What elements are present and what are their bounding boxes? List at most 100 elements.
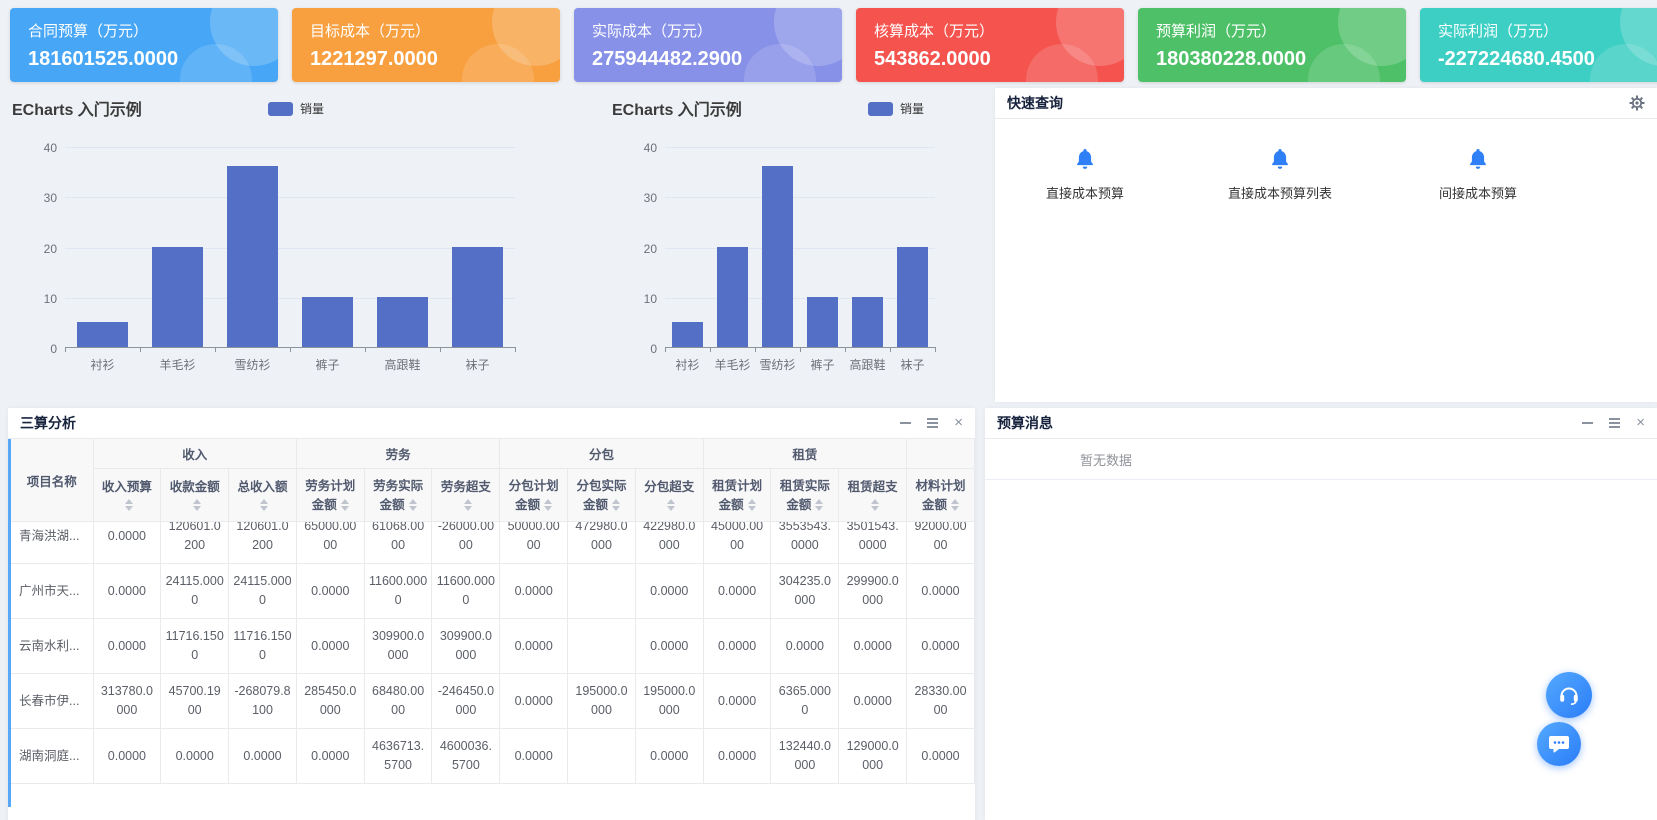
sort-icon[interactable] [747, 495, 756, 515]
table-row[interactable]: 云南水利... 0.0000 11716.1500 11716.1500 0.0000 3… [11, 618, 975, 674]
layout-menu-icon[interactable] [1609, 416, 1621, 430]
column-header[interactable]: 租赁超支 [838, 468, 908, 522]
panel-title: 三算分析 [20, 415, 76, 431]
table-row[interactable]: 广州市天... 0.0000 24115.0000 24115.0000 0.0000 1… [11, 563, 975, 619]
column-header[interactable]: 收款金额 [160, 468, 230, 522]
value-cell: 195000.0000 [635, 673, 704, 729]
column-header[interactable]: 劳务计划金额 [296, 468, 365, 522]
customer-service-fab[interactable] [1546, 672, 1592, 718]
quick-link-direct-cost-budget-list[interactable]: 直接成本预算列表 [1228, 147, 1332, 202]
bar-chart-1: ECharts 入门示例 销量 0 10 20 30 40 衬衫 羊毛衫 雪纺衫 裤子 高跟鞋 袜子 [0, 88, 560, 403]
value-cell: 0.0000 [499, 673, 569, 729]
axis-tick [890, 347, 891, 352]
kpi-title: 实际利润（万元） [1438, 23, 1559, 40]
column-header[interactable]: 租赁实际金额 [770, 468, 840, 522]
sort-icon[interactable] [815, 495, 824, 515]
bar-袜子[interactable] [452, 246, 503, 347]
table-row[interactable]: 青海洪湖... 0.0000 120601.0200 120601.0200 65000… [11, 522, 975, 564]
axis-tick [65, 347, 66, 352]
minimize-icon[interactable] [1582, 416, 1594, 430]
project-name-cell: 长春市伊... [11, 673, 94, 729]
sort-icon[interactable] [544, 495, 553, 515]
value-cell [567, 563, 636, 619]
project-name-cell: 广州市天... [11, 563, 94, 619]
sort-icon[interactable] [192, 495, 201, 515]
bar-衬衫[interactable] [672, 321, 703, 347]
sort-icon[interactable] [667, 495, 676, 515]
axis-tick [710, 347, 711, 352]
value-cell: 45000.0000 [703, 522, 772, 564]
value-cell: 285450.0000 [296, 673, 365, 729]
bar-裤子[interactable] [807, 296, 838, 347]
sort-icon[interactable] [408, 495, 417, 515]
close-icon[interactable]: × [1636, 414, 1645, 431]
chart-title: ECharts 入门示例 [12, 102, 142, 119]
value-cell: 24115.0000 [228, 563, 297, 619]
column-header[interactable]: 劳务超支 [431, 468, 501, 522]
table-row[interactable]: 长春市伊... 313780.0000 45700.1900 -268079.8100… [11, 673, 975, 729]
quick-link-indirect-cost-budget[interactable]: 间接成本预算 [1439, 147, 1517, 202]
column-header[interactable]: 总收入额 [228, 468, 297, 522]
value-cell: 422980.0000 [635, 522, 704, 564]
column-header[interactable]: 分包实际金额 [567, 468, 636, 522]
sort-icon[interactable] [260, 495, 269, 515]
y-axis-tick-label: 40 [643, 141, 657, 155]
bar-雪纺衫[interactable] [227, 166, 278, 347]
bar-雪纺衫[interactable] [762, 166, 793, 347]
minimize-icon[interactable] [900, 416, 912, 430]
bar-高跟鞋[interactable] [377, 296, 428, 347]
value-cell: 61068.0000 [364, 522, 433, 564]
sort-icon[interactable] [951, 495, 960, 515]
chat-fab[interactable] [1537, 722, 1581, 766]
bar-袜子[interactable] [897, 246, 928, 347]
analysis-panel: 三算分析 × 项目名称 收入 劳务 分包 租赁 收入预算 收款金额 总收入额 劳务计划金额 劳务实… [8, 408, 975, 820]
table-body-viewport[interactable]: 青海洪湖... 0.0000 120601.0200 120601.0200 65000… [11, 522, 975, 807]
kpi-card-actual-cost: 实际成本（万元） 275944482.2900 [574, 8, 842, 82]
gridline [665, 197, 935, 199]
column-header[interactable]: 材料计划金额 [906, 468, 975, 522]
headset-icon [1560, 687, 1578, 705]
column-group-header: 分包 [499, 439, 704, 469]
bar-衬衫[interactable] [77, 321, 128, 347]
y-axis-tick-label: 0 [50, 342, 57, 356]
bar-高跟鞋[interactable] [852, 296, 883, 347]
value-cell: 0.0000 [635, 728, 704, 784]
table-row[interactable]: 湖南洞庭... 0.0000 0.0000 0.0000 0.0000 4636713.5… [11, 728, 975, 784]
kpi-value: 1221297.0000 [310, 48, 438, 70]
value-cell: 313780.0000 [93, 673, 162, 729]
quick-query-body: 直接成本预算 直接成本预算列表 间接成本预算 [995, 119, 1657, 402]
value-cell: 0.0000 [93, 728, 162, 784]
value-cell: 120601.0200 [160, 522, 230, 564]
value-cell: 68480.0000 [364, 673, 433, 729]
layout-menu-icon[interactable] [927, 416, 939, 430]
sort-icon[interactable] [124, 495, 133, 515]
column-header[interactable]: 分包计划金额 [499, 468, 569, 522]
value-cell: 11716.1500 [228, 618, 297, 674]
close-icon[interactable]: × [954, 414, 963, 431]
y-axis-tick-label: 20 [643, 241, 657, 256]
bar-裤子[interactable] [302, 296, 353, 347]
y-axis-tick-label: 20 [43, 241, 57, 256]
legend-item[interactable]: 销量 [268, 100, 324, 117]
panel-title: 预算消息 [997, 415, 1053, 431]
axis-tick [140, 347, 141, 352]
bell-icon [1470, 149, 1486, 169]
column-header[interactable]: 收入预算 [93, 468, 162, 522]
column-header[interactable]: 劳务实际金额 [364, 468, 433, 522]
bar-羊毛衫[interactable] [152, 246, 203, 347]
value-cell: 0.0000 [635, 563, 704, 619]
value-cell: -246450.0000 [431, 673, 501, 729]
bar-羊毛衫[interactable] [717, 246, 748, 347]
gear-icon[interactable] [1629, 95, 1645, 111]
column-header[interactable]: 分包超支 [635, 468, 704, 522]
sort-icon[interactable] [340, 495, 349, 515]
legend-item[interactable]: 销量 [868, 100, 924, 117]
sort-icon[interactable] [463, 495, 472, 515]
value-cell: 0.0000 [906, 618, 975, 674]
sort-icon[interactable] [611, 495, 620, 515]
value-cell: 0.0000 [703, 673, 772, 729]
value-cell: 11600.0000 [364, 563, 433, 619]
quick-link-direct-cost-budget[interactable]: 直接成本预算 [1046, 147, 1124, 202]
column-header[interactable]: 租赁计划金额 [703, 468, 772, 522]
sort-icon[interactable] [870, 495, 879, 515]
